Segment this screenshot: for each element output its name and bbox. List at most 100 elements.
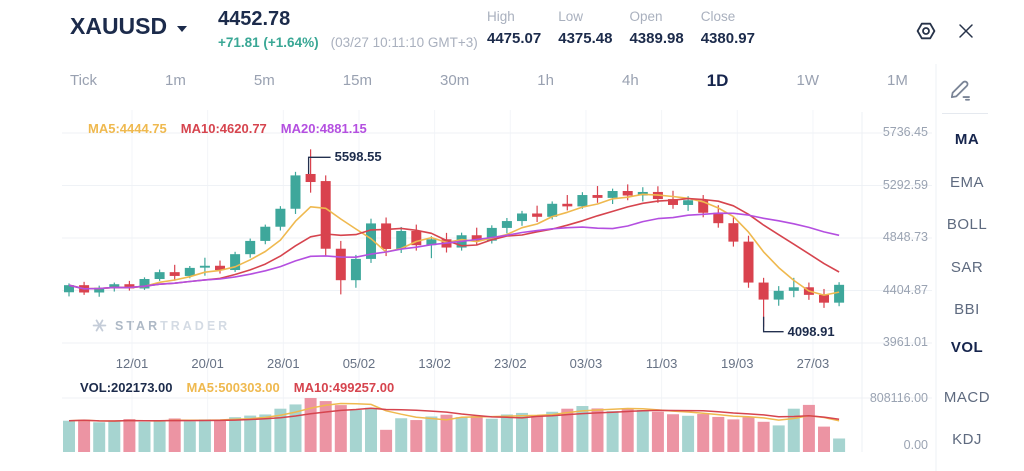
tab-15m[interactable]: 15m <box>342 72 372 89</box>
stat-label: Low <box>558 9 583 24</box>
candle-body <box>64 285 74 293</box>
volume-bar <box>214 420 226 452</box>
tab-5m[interactable]: 5m <box>253 72 275 89</box>
volume-ma-line <box>68 407 840 422</box>
candle-body <box>743 241 754 283</box>
sidebar-item-kdj[interactable]: KDJ <box>952 431 982 448</box>
date-tick-label: 27/03 <box>796 356 830 371</box>
candle-body <box>713 212 724 224</box>
tab-tick[interactable]: Tick <box>70 72 97 89</box>
candle-body <box>184 267 195 276</box>
volume-bar <box>772 425 785 452</box>
stat-high: High 4475.07 <box>487 9 541 47</box>
volume-bar <box>576 406 589 452</box>
volume-bar <box>561 408 574 452</box>
ma-legend-item: MA10:4620.77 <box>180 121 267 136</box>
stat-label: High <box>487 9 515 24</box>
tab-1m[interactable]: 1m <box>165 72 186 89</box>
sidebar-item-ema[interactable]: EMA <box>949 174 984 191</box>
date-tick-label: 11/03 <box>645 356 678 371</box>
candle-body <box>94 287 105 293</box>
date-tick-label: 03/03 <box>569 356 603 371</box>
volume-legend: VOL:202173.00 MA5:500303.00 MA10:499257.00 <box>80 380 394 395</box>
candle-body <box>773 290 784 300</box>
candle-body <box>366 223 376 259</box>
sidebar-item-boll[interactable]: BOLL <box>946 216 988 233</box>
candle-body <box>622 191 633 196</box>
candle-body <box>471 235 482 241</box>
volume-bar <box>244 415 257 452</box>
symbol-selector[interactable]: XAUUSD <box>70 13 188 40</box>
star-logo-icon <box>92 319 107 332</box>
candle-body <box>124 284 135 289</box>
tab-1d[interactable]: 1D <box>706 71 729 90</box>
tab-1m[interactable]: 1M <box>887 72 908 89</box>
sidebar-item-ma[interactable]: MA <box>954 131 980 148</box>
stat-value: 4389.98 <box>629 30 684 47</box>
candle-body <box>320 181 331 249</box>
chevron-down-icon <box>177 25 188 32</box>
volume-bar <box>229 417 242 452</box>
date-tick-label: 13/02 <box>418 356 451 371</box>
volume-bar <box>667 414 679 452</box>
price-tick-label: 3961.01 <box>882 335 928 349</box>
ma-line <box>68 212 840 290</box>
volume-legend-item: MA10:499257.00 <box>293 380 395 395</box>
draw-tools-button[interactable] <box>947 75 974 107</box>
volume-bar <box>440 414 453 452</box>
stat-value: 4380.97 <box>700 30 755 47</box>
candle-body <box>819 294 829 303</box>
price-change: +71.81 (+1.64%) <box>218 35 319 50</box>
tab-1w[interactable]: 1W <box>796 72 820 89</box>
candle-body <box>245 240 256 255</box>
tab-4h[interactable]: 4h <box>621 72 639 89</box>
sidebar-item-macd[interactable]: MACD <box>943 389 991 406</box>
sidebar-item-bbi[interactable]: BBI <box>954 301 980 318</box>
sidebar-divider <box>942 113 988 114</box>
volume-tick-label: 808116.00 <box>869 391 928 405</box>
price-annotation: 4098.91 <box>787 323 835 339</box>
ma-line <box>68 193 840 296</box>
watermark-text: STARTRADER <box>115 318 231 333</box>
candle-body <box>501 221 512 228</box>
price-tick-label: 4848.73 <box>882 230 928 244</box>
candle-body <box>668 199 678 205</box>
volume-bar <box>606 411 619 452</box>
tab-1h[interactable]: 1h <box>537 72 554 89</box>
volume-bar <box>712 416 725 452</box>
candle-body <box>607 191 618 198</box>
volume-bar <box>516 412 528 452</box>
candle-body <box>411 230 422 246</box>
stat-value: 4375.48 <box>558 30 613 47</box>
settings-button[interactable] <box>913 18 939 44</box>
volume-bar <box>365 407 377 452</box>
volume-bar <box>168 418 181 452</box>
volume-bar <box>757 421 770 452</box>
volume-bar <box>591 408 604 452</box>
volume-bar <box>727 419 740 452</box>
candle-body <box>350 258 361 281</box>
volume-tick-label: 0.00 <box>903 438 928 452</box>
volume-bar <box>259 414 272 452</box>
candle-body <box>532 213 543 217</box>
ohlc-stats: High 4475.07 Low 4375.48 Open 4389.98 Close 438… <box>487 9 755 47</box>
sidebar-item-sar[interactable]: SAR <box>950 259 984 276</box>
price-subrow: +71.81 (+1.64%) (03/27 10:11:10 GMT+3) <box>218 35 478 50</box>
close-button[interactable] <box>953 18 979 44</box>
candle-body <box>683 200 694 205</box>
volume-bar <box>108 421 121 452</box>
stat-label: Open <box>629 9 663 24</box>
date-tick-label: 05/02 <box>342 356 376 371</box>
candle-body <box>592 195 603 198</box>
stat-close: Close 4380.97 <box>701 9 755 47</box>
candle-body <box>396 230 407 249</box>
quote-timestamp: (03/27 10:11:10 GMT+3) <box>330 35 478 50</box>
candle-body <box>834 284 845 303</box>
volume-bar <box>682 415 695 452</box>
price-tick-label: 5736.45 <box>882 125 928 139</box>
annotation-connector <box>307 156 331 174</box>
candle-body <box>169 272 180 276</box>
tab-30m[interactable]: 30m <box>440 72 470 89</box>
sidebar-item-vol[interactable]: VOL <box>950 339 984 356</box>
